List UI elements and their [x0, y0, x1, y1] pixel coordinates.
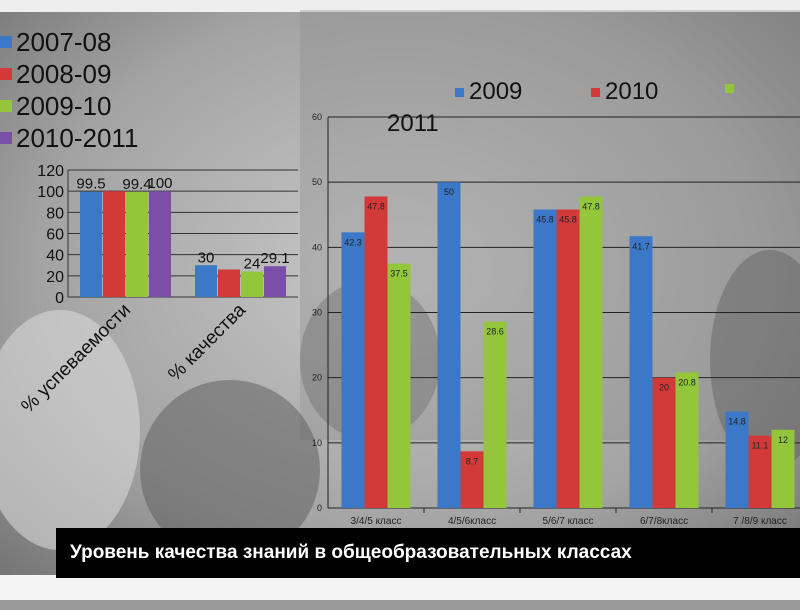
- data-label: 45.8: [536, 215, 554, 225]
- legend-swatch: [455, 87, 464, 97]
- x-category-label: 4/5/6класс: [448, 516, 496, 527]
- bar: [364, 196, 388, 508]
- legend-label: 2010-2011: [16, 122, 139, 153]
- data-label: 28.6: [486, 327, 504, 337]
- bar: [341, 232, 365, 508]
- slide-caption: Уровень качества знаний в общеобразовате…: [56, 528, 800, 578]
- y-tick-label: 0: [317, 503, 322, 513]
- bar: [483, 321, 507, 508]
- data-label: 47.8: [582, 202, 600, 212]
- legend-item: 2008-09: [0, 58, 138, 90]
- data-label: 47.8: [367, 202, 385, 212]
- data-label: 29.1: [260, 250, 289, 267]
- bar: [579, 196, 603, 508]
- legend-item: 2010-2011: [0, 122, 138, 154]
- legend-swatch: [0, 36, 12, 48]
- left-chart-legend: 2007-08 2008-09 2009-10 2010-2011: [0, 26, 138, 154]
- bar: [629, 236, 653, 508]
- y-tick-label: 100: [37, 184, 64, 201]
- y-tick-label: 60: [46, 227, 64, 244]
- bar: [387, 263, 411, 508]
- data-label: 8.7: [466, 456, 479, 466]
- data-label: 99.4: [122, 176, 151, 193]
- bar: [195, 265, 217, 297]
- y-tick-label: 30: [312, 308, 322, 318]
- bar: [103, 191, 125, 297]
- x-category-label: 6/7/8класс: [640, 516, 688, 527]
- legend-swatch: [0, 68, 12, 80]
- legend-label: 2007-08: [16, 26, 112, 57]
- bar: [771, 429, 795, 508]
- x-category-label: % успеваемости: [17, 300, 135, 418]
- legend-item: 2010: [591, 78, 658, 106]
- legend-item: 2009-10: [0, 90, 138, 122]
- bar: [533, 209, 557, 508]
- legend-label: 2008-09: [16, 58, 112, 89]
- legend-item: 2009: [455, 78, 522, 106]
- y-tick-label: 80: [46, 205, 64, 222]
- legend-swatch: [591, 87, 600, 97]
- bar: [725, 411, 749, 508]
- legend-label: 2009: [469, 78, 523, 105]
- data-label: 20: [659, 383, 669, 393]
- x-category-label: 5/6/7 класс: [543, 516, 594, 527]
- bar: [241, 271, 263, 297]
- y-tick-label: 20: [46, 269, 64, 286]
- bar: [126, 191, 148, 297]
- y-tick-label: 20: [312, 373, 322, 383]
- legend-swatch: [0, 132, 12, 144]
- bar: [218, 269, 240, 297]
- bar: [80, 191, 102, 297]
- data-label: 14.8: [728, 417, 746, 427]
- data-label: 50: [444, 187, 454, 197]
- data-label: 41.7: [632, 241, 650, 251]
- y-tick-label: 10: [312, 438, 322, 448]
- data-label: 11.1: [752, 441, 769, 451]
- bar: [748, 435, 772, 508]
- data-label: 30: [198, 249, 215, 266]
- data-label: 100: [147, 175, 172, 192]
- bar: [264, 266, 286, 297]
- bar: [652, 377, 676, 508]
- y-tick-label: 120: [37, 163, 64, 180]
- data-label: 12: [778, 435, 788, 445]
- bar: [675, 372, 699, 508]
- x-category-label: 3/4/5 класс: [351, 516, 402, 527]
- legend-item: 2011: [387, 110, 439, 138]
- data-label: 42.3: [344, 237, 362, 247]
- x-category-label: % качества: [164, 299, 250, 385]
- data-label: 37.5: [390, 269, 408, 279]
- legend-item: [725, 84, 739, 93]
- right-bar-chart: 0 10 20 30 40 50 60 42.3 47.8 37.5 3/4/5 класс 50 8.…: [312, 112, 800, 527]
- legend-label: 2010: [605, 78, 659, 105]
- bar: [149, 191, 171, 297]
- legend-swatch: [0, 100, 12, 112]
- y-tick-label: 60: [312, 112, 322, 122]
- y-tick-label: 50: [312, 177, 322, 187]
- data-label: 20.8: [678, 377, 696, 387]
- data-label: 99.5: [76, 176, 105, 193]
- legend-label: 2009-10: [16, 90, 112, 121]
- bar: [460, 451, 484, 508]
- x-category-label: 7 /8/9 класс: [733, 516, 787, 527]
- data-label: 45.8: [559, 215, 577, 225]
- data-label: 24: [244, 256, 261, 273]
- legend-swatch: [725, 84, 734, 93]
- legend-label: 2011: [387, 110, 439, 137]
- legend-item: 2007-08: [0, 26, 138, 58]
- y-tick-label: 40: [312, 242, 322, 252]
- y-tick-label: 40: [46, 248, 64, 265]
- bar: [556, 209, 580, 508]
- bar: [437, 182, 461, 508]
- y-tick-label: 0: [55, 290, 64, 307]
